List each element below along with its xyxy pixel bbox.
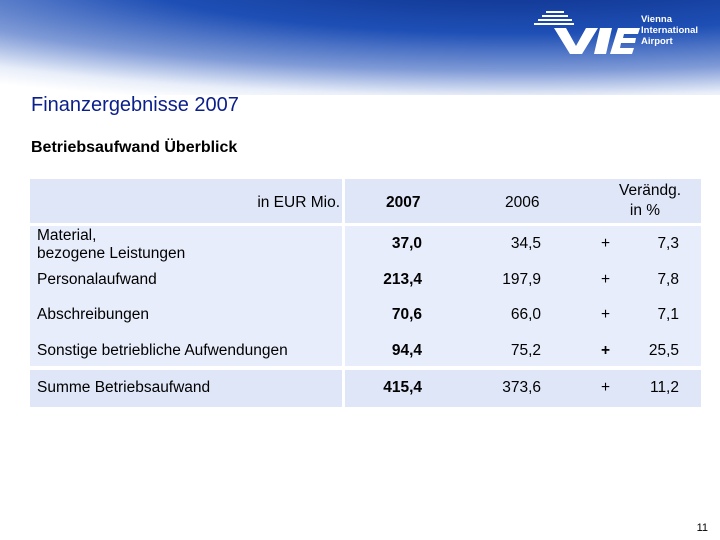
table-header-values-cell bbox=[345, 179, 701, 223]
total-change-percent: 11,2 bbox=[649, 379, 679, 396]
table-total-label-cell bbox=[30, 370, 342, 407]
row-label-material-line-2: bezogene Leistungen bbox=[37, 245, 186, 262]
table-body-values-cell bbox=[345, 226, 701, 366]
row-label-material-line-1: Material, bbox=[37, 227, 97, 244]
change-sign: + bbox=[601, 235, 611, 252]
change-sign: + bbox=[601, 342, 611, 359]
column-header-change-line-2: in % bbox=[629, 202, 661, 219]
value-2007: 94,4 bbox=[391, 342, 422, 359]
value-2007: 70,6 bbox=[391, 306, 422, 323]
change-sign: + bbox=[601, 306, 611, 323]
column-header-2007: 2007 bbox=[386, 194, 421, 211]
total-label: Summe Betriebsaufwand bbox=[37, 379, 211, 396]
total-value-2006: 373,6 bbox=[502, 379, 541, 396]
value-2006: 197,9 bbox=[502, 271, 541, 288]
row-label-abschreibungen: Abschreibungen bbox=[37, 306, 150, 323]
change-sign: + bbox=[601, 271, 611, 288]
value-2006: 75,2 bbox=[510, 342, 541, 359]
logo-line-3: Airport bbox=[641, 36, 673, 47]
table-header-label-cell bbox=[30, 179, 342, 223]
row-label-personalaufwand: Personalaufwand bbox=[37, 271, 157, 288]
page-title: Finanzergebnisse 2007 bbox=[31, 94, 239, 116]
logo-text: Vienna International Airport bbox=[641, 14, 698, 47]
column-header-change-line-1: Verändg. bbox=[618, 182, 682, 199]
value-2006: 34,5 bbox=[510, 235, 541, 252]
total-value-2007: 415,4 bbox=[383, 379, 422, 396]
vie-logo bbox=[534, 11, 640, 54]
page-subtitle: Betriebsaufwand Überblick bbox=[31, 139, 238, 156]
operating-expenses-table: in EUR Mio. 2007 2006 Verändg. in % Mate… bbox=[30, 179, 701, 407]
value-2007: 213,4 bbox=[383, 271, 422, 288]
unit-header: in EUR Mio. bbox=[257, 194, 340, 211]
change-percent: 7,8 bbox=[657, 271, 679, 288]
logo-line-2: International bbox=[641, 25, 699, 36]
change-percent: 7,1 bbox=[657, 306, 679, 323]
page-number: 11 bbox=[696, 522, 708, 534]
table-total-values-cell bbox=[345, 370, 701, 407]
total-change-sign: + bbox=[601, 379, 611, 396]
table-body-label-cell bbox=[30, 226, 342, 366]
column-header-2006: 2006 bbox=[505, 194, 540, 211]
change-percent: 25,5 bbox=[648, 342, 679, 359]
logo-line-1: Vienna bbox=[641, 14, 672, 25]
row-label-sonstige-aufwendungen: Sonstige betriebliche Aufwendungen bbox=[37, 342, 288, 359]
value-2006: 66,0 bbox=[510, 306, 541, 323]
change-percent: 7,3 bbox=[657, 235, 679, 252]
value-2007: 37,0 bbox=[391, 235, 422, 252]
